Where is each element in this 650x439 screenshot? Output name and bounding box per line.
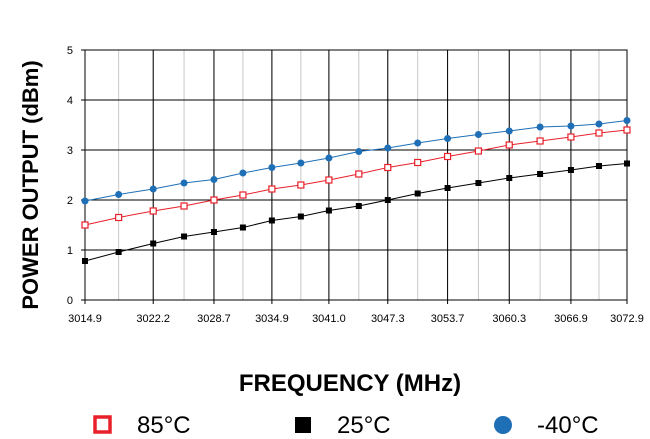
data-point (239, 169, 247, 177)
data-point (355, 170, 363, 178)
y-tick-label: 1 (67, 245, 73, 257)
series-line (84, 120, 628, 202)
data-point (325, 154, 333, 162)
y-tick-label: 4 (67, 95, 73, 107)
legend-item: -40°C (494, 412, 599, 439)
data-point (474, 147, 483, 155)
plot-area (84, 49, 628, 301)
data-point (268, 217, 275, 224)
data-point (444, 185, 451, 191)
x-tick-label: 3022.2 (136, 313, 170, 325)
data-point (475, 180, 482, 186)
data-point (444, 135, 452, 142)
data-point (595, 120, 603, 128)
y-tick-label: 0 (67, 295, 73, 307)
data-point (505, 141, 513, 149)
data-point (115, 249, 122, 255)
series-line (84, 163, 628, 262)
series-2 (81, 117, 631, 205)
data-point (115, 191, 123, 198)
data-point (384, 197, 391, 203)
data-point (82, 258, 88, 264)
data-point (623, 126, 631, 134)
legend-item: 25°C (295, 412, 391, 439)
x-tick-label: 3066.9 (554, 313, 588, 325)
data-point (180, 202, 188, 210)
data-point (325, 207, 332, 214)
data-point (268, 164, 276, 171)
data-point (149, 185, 157, 193)
x-tick-label: 3072.9 (610, 313, 644, 325)
data-point (414, 190, 421, 197)
data-point (414, 139, 422, 147)
series-layer (81, 117, 631, 264)
x-tick-label: 3041.0 (312, 313, 346, 325)
legend-item: 85°C (93, 412, 191, 439)
data-point (355, 148, 363, 155)
data-point (567, 122, 575, 130)
x-tick-labels: 3014.9 3022.2 3028.7 3034.9 3041.0 3047.3 3053… (68, 300, 644, 325)
data-point (210, 229, 217, 235)
legend-label: 85°C (137, 412, 191, 439)
data-point (150, 240, 157, 247)
data-point (595, 163, 602, 169)
data-point (505, 127, 513, 135)
x-axis-label: FREQUENCY (MHz) (239, 370, 461, 397)
y-tick-label: 3 (67, 145, 73, 157)
data-point (623, 117, 631, 124)
data-point (297, 181, 305, 189)
data-point (384, 163, 392, 172)
data-point (624, 160, 630, 167)
data-point (414, 158, 422, 167)
data-point (536, 123, 544, 131)
data-point (537, 171, 544, 177)
data-point (567, 133, 575, 141)
data-point (355, 203, 362, 209)
legend-swatch-hollow-square (93, 415, 112, 434)
x-tick-label: 3014.9 (68, 313, 102, 325)
data-point (297, 213, 304, 220)
series-0 (81, 126, 631, 229)
data-point (567, 167, 574, 173)
data-point (239, 191, 247, 199)
data-point (239, 224, 246, 231)
x-tick-label: 3060.3 (492, 313, 526, 325)
y-tick-labels: 0 1 2 3 4 5 (67, 45, 85, 307)
data-point (210, 176, 218, 183)
series-1 (82, 160, 630, 264)
data-point (210, 196, 218, 204)
data-point (325, 176, 333, 184)
legend-label: 25°C (337, 412, 391, 439)
data-point (181, 233, 188, 240)
data-point (506, 175, 513, 181)
data-point (474, 131, 482, 138)
x-tick-label: 3047.3 (371, 313, 405, 325)
data-point (297, 159, 305, 167)
data-point (115, 213, 123, 222)
data-point (268, 185, 276, 193)
legend-swatch-filled-square (295, 417, 311, 433)
data-point (180, 179, 188, 187)
data-point (595, 129, 603, 137)
data-point (149, 207, 157, 215)
data-point (536, 137, 544, 145)
y-tick-label: 2 (67, 195, 73, 207)
data-point (443, 152, 452, 161)
y-tick-label: 5 (67, 45, 73, 57)
data-point (81, 197, 89, 205)
legend-swatch-circle (494, 416, 512, 434)
data-point (81, 221, 89, 229)
x-tick-label: 3053.7 (431, 313, 465, 325)
data-point (384, 144, 392, 152)
legend-label: -40°C (537, 412, 599, 439)
x-tick-label: 3034.9 (255, 313, 289, 325)
legend: 85°C 25°C -40°C (93, 412, 599, 439)
x-tick-label: 3028.7 (197, 313, 231, 325)
plot-grid (84, 49, 628, 301)
y-axis-label: POWER OUTPUT (dBm) (18, 60, 43, 309)
